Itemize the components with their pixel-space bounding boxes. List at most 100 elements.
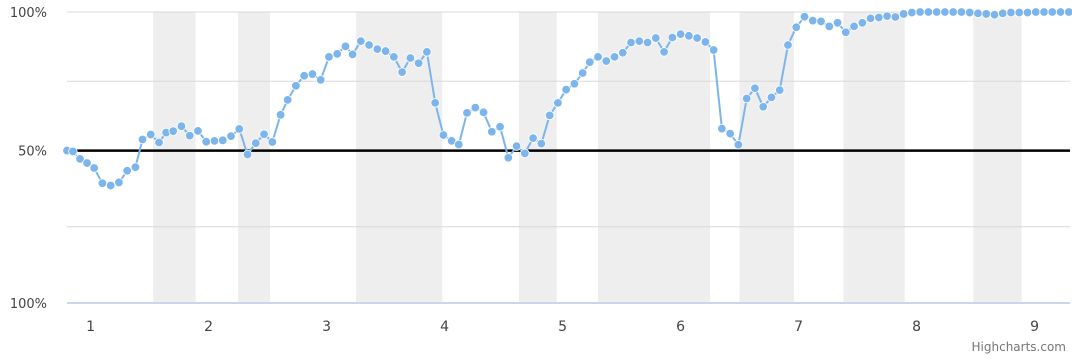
data-point-30: [299, 71, 309, 81]
data-point-43: [405, 53, 416, 63]
data-point-65: [585, 57, 595, 67]
data-point-42: [397, 67, 407, 77]
data-point-120: [1039, 7, 1049, 17]
data-point-25: [259, 129, 269, 139]
data-point-26: [267, 137, 278, 147]
data-point-41: [389, 52, 399, 62]
data-point-18: [201, 137, 211, 147]
data-point-22: [234, 124, 244, 134]
data-point-122: [1055, 7, 1066, 17]
data-point-111: [965, 7, 975, 18]
data-point-52: [478, 107, 489, 118]
data-point-91: [799, 12, 810, 22]
plot-bands: [153, 12, 1022, 303]
data-point-44: [413, 58, 424, 68]
x-tick-label-4: 5: [558, 319, 567, 335]
data-point-17: [193, 126, 203, 136]
data-point-5: [97, 178, 108, 188]
data-point-4: [89, 163, 99, 173]
data-point-100: [874, 12, 884, 23]
data-point-7: [114, 177, 124, 188]
data-point-56: [511, 141, 522, 151]
data-point-92: [808, 15, 818, 26]
data-point-82: [725, 128, 735, 139]
data-point-16: [185, 130, 195, 141]
data-point-102: [890, 12, 901, 22]
data-point-58: [528, 133, 538, 143]
data-point-62: [561, 84, 571, 95]
data-point-2: [75, 154, 85, 164]
y-tick-label-0: 100%: [10, 297, 47, 312]
data-point-53: [487, 127, 497, 137]
x-tick-label-8: 9: [1030, 319, 1039, 335]
data-point-37: [356, 36, 366, 46]
data-point-98: [857, 18, 868, 28]
data-point-49: [454, 139, 464, 150]
data-point-115: [998, 8, 1008, 19]
data-point-1: [68, 146, 78, 157]
data-point-107: [931, 7, 942, 17]
data-point-69: [618, 48, 628, 58]
data-point-74: [659, 47, 669, 57]
data-point-19: [209, 136, 220, 146]
data-point-99: [865, 13, 876, 24]
data-point-61: [553, 98, 563, 108]
data-point-15: [176, 121, 187, 131]
data-point-68: [609, 52, 620, 62]
data-point-85: [750, 83, 760, 93]
data-point-118: [1022, 7, 1033, 18]
data-point-77: [684, 31, 694, 41]
data-point-89: [783, 40, 793, 50]
plot-band-0: [153, 12, 196, 303]
data-point-3: [82, 158, 92, 168]
data-point-119: [1031, 7, 1041, 17]
data-point-54: [495, 122, 505, 132]
data-point-33: [324, 52, 334, 62]
data-point-21: [226, 131, 236, 141]
plot-band-1: [238, 12, 270, 303]
data-point-38: [364, 40, 374, 50]
data-point-14: [168, 126, 178, 136]
data-point-75: [667, 32, 678, 43]
data-point-80: [708, 45, 719, 55]
data-point-104: [907, 7, 917, 18]
data-point-32: [316, 75, 326, 85]
data-point-57: [520, 148, 530, 159]
data-point-84: [741, 93, 752, 104]
plot-band-6: [843, 12, 905, 303]
data-point-63: [569, 79, 580, 89]
series-line: [66, 11, 1069, 187]
data-point-94: [824, 21, 834, 32]
data-point-93: [816, 16, 826, 27]
data-point-71: [634, 36, 645, 46]
data-point-60: [544, 110, 555, 121]
x-axis-labels: 1 2 3 4 5 6 7 8 9: [86, 319, 1039, 335]
data-point-97: [849, 21, 859, 32]
data-point-103: [898, 9, 909, 19]
y-tick-label-2: 100%: [10, 6, 47, 21]
data-point-34: [332, 49, 342, 59]
data-point-55: [503, 153, 514, 163]
data-point-59: [536, 138, 547, 149]
x-tick-label-6: 7: [794, 319, 803, 335]
data-point-23: [242, 149, 253, 160]
data-point-9: [130, 162, 141, 172]
data-point-39: [372, 44, 383, 54]
data-point-83: [733, 140, 744, 150]
data-point-50: [462, 108, 472, 118]
data-point-87: [766, 92, 777, 103]
x-tick-label-1: 2: [204, 319, 213, 335]
data-point-10: [137, 134, 148, 145]
data-point-66: [593, 52, 603, 62]
data-point-113: [981, 9, 991, 19]
credits-link[interactable]: Highcharts.com: [972, 340, 1066, 354]
x-tick-label-7: 8: [912, 319, 921, 335]
grid-lines: [67, 11, 1070, 304]
data-point-64: [577, 68, 588, 78]
data-point-108: [940, 7, 950, 17]
data-point-51: [470, 102, 480, 113]
data-point-110: [956, 7, 967, 17]
plot-band-7: [973, 12, 1022, 303]
data-point-105: [915, 7, 925, 17]
